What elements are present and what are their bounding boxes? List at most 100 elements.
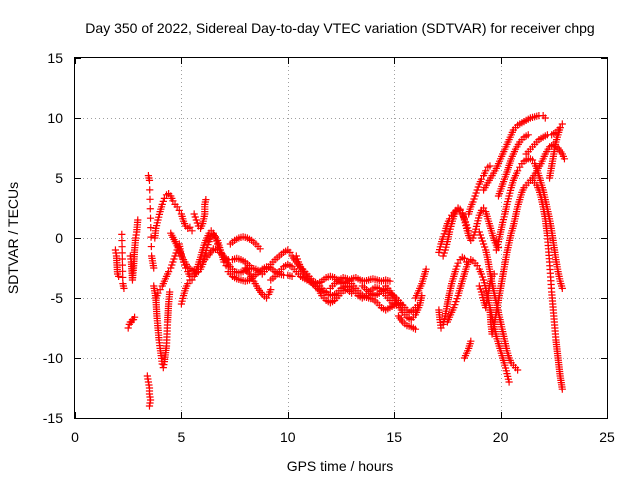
- data-point: [147, 224, 155, 232]
- data-point: [556, 124, 564, 132]
- data-point: [177, 300, 185, 308]
- data-point: [436, 243, 444, 251]
- data-point: [494, 240, 502, 248]
- data-point: [150, 264, 158, 272]
- data-point: [481, 243, 489, 251]
- data-point: [486, 162, 494, 170]
- y-tick-label: 5: [55, 170, 63, 186]
- data-point: [478, 291, 486, 299]
- data-point: [159, 197, 167, 205]
- data-point: [411, 325, 420, 333]
- data-point: [473, 186, 481, 194]
- data-point: [118, 236, 126, 245]
- data-point: [440, 249, 448, 257]
- data-point: [147, 233, 155, 241]
- data-point: [493, 243, 501, 251]
- data-point: [293, 255, 301, 263]
- data-point: [469, 234, 477, 242]
- data-point: [191, 213, 199, 221]
- data-point: [288, 272, 296, 280]
- data-point: [500, 213, 508, 221]
- data-point: [467, 337, 475, 345]
- data-point: [461, 218, 470, 226]
- data-point: [146, 214, 155, 222]
- data-point: [558, 284, 566, 292]
- plot-frame: [74, 57, 608, 419]
- data-point: [477, 234, 486, 242]
- data-point: [118, 249, 126, 257]
- data-point: [168, 261, 176, 269]
- data-point: [474, 183, 482, 191]
- data-point: [199, 260, 207, 268]
- data-point: [475, 228, 483, 236]
- data-point: [472, 189, 480, 197]
- data-point: [501, 364, 510, 372]
- data-point: [475, 282, 483, 290]
- data-point: [166, 288, 174, 296]
- y-tick-labels: -15 -10 -5 0 5 10 15: [43, 50, 63, 426]
- data-point: [170, 255, 178, 263]
- data-points: [111, 112, 569, 410]
- x-tick-label: 5: [178, 429, 186, 445]
- data-point: [478, 237, 487, 245]
- data-point: [152, 224, 160, 232]
- data-point: [470, 231, 478, 239]
- data-point: [192, 216, 200, 224]
- data-point: [124, 324, 132, 332]
- data-point: [202, 246, 210, 254]
- data-point: [171, 252, 179, 260]
- data-point: [202, 196, 210, 204]
- data-point: [256, 245, 264, 253]
- data-point: [145, 176, 154, 184]
- data-point: [473, 220, 481, 228]
- data-point: [439, 252, 447, 260]
- data-point: [146, 205, 154, 213]
- data-point: [445, 228, 454, 236]
- data-point: [503, 200, 511, 208]
- data-point: [201, 252, 209, 260]
- data-point: [120, 284, 128, 292]
- data-point: [558, 385, 566, 393]
- data-point: [134, 216, 142, 224]
- data-point: [462, 221, 471, 229]
- data-point: [440, 315, 449, 323]
- chart-title: Day 350 of 2022, Sidereal Day-to-day VTE…: [85, 20, 594, 36]
- data-point: [203, 244, 211, 252]
- data-point: [464, 224, 472, 232]
- x-tick-label: 0: [71, 429, 79, 445]
- data-point: [490, 270, 498, 278]
- data-point: [524, 131, 532, 139]
- data-point: [146, 195, 154, 203]
- data-point: [267, 286, 275, 294]
- y-tick-label: 15: [47, 50, 63, 66]
- data-point: [471, 192, 479, 200]
- x-tick-label: 25: [599, 429, 615, 445]
- data-point: [204, 241, 212, 249]
- data-point: [492, 246, 500, 254]
- data-point: [158, 200, 166, 208]
- data-point: [146, 186, 154, 194]
- data-point: [501, 361, 509, 369]
- data-point: [190, 210, 198, 218]
- data-point: [115, 272, 123, 280]
- data-point: [118, 230, 126, 238]
- data-point: [118, 243, 126, 251]
- data-point: [152, 222, 161, 230]
- data-point: [453, 262, 461, 270]
- y-axis-label: SDTVAR / TECUs: [5, 182, 21, 294]
- data-point: [439, 320, 447, 328]
- data-point: [447, 222, 455, 230]
- data-point: [200, 255, 208, 263]
- data-point: [541, 114, 549, 122]
- data-point: [474, 217, 482, 225]
- y-tick-label: 0: [55, 230, 63, 246]
- data-point: [154, 216, 162, 224]
- data-point: [169, 258, 177, 266]
- data-point: [480, 279, 488, 287]
- data-point: [441, 246, 449, 254]
- data-point: [504, 195, 513, 203]
- y-tick-label: -5: [51, 290, 64, 306]
- data-point: [386, 277, 394, 285]
- data-point: [155, 210, 164, 218]
